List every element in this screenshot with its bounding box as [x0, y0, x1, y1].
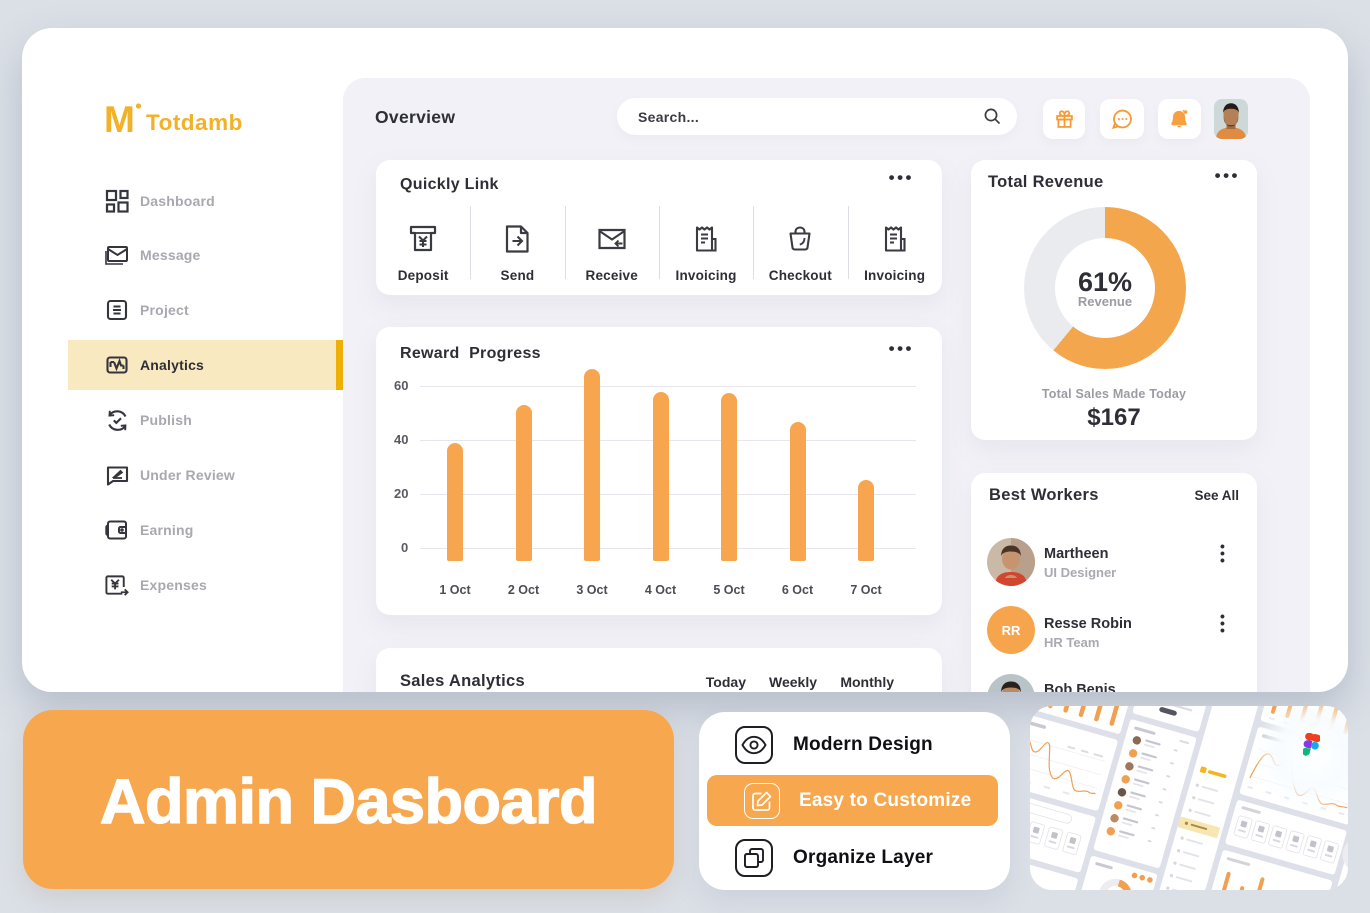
svg-text:M: M	[104, 99, 135, 138]
svg-text:Totdamb: Totdamb	[146, 110, 243, 135]
